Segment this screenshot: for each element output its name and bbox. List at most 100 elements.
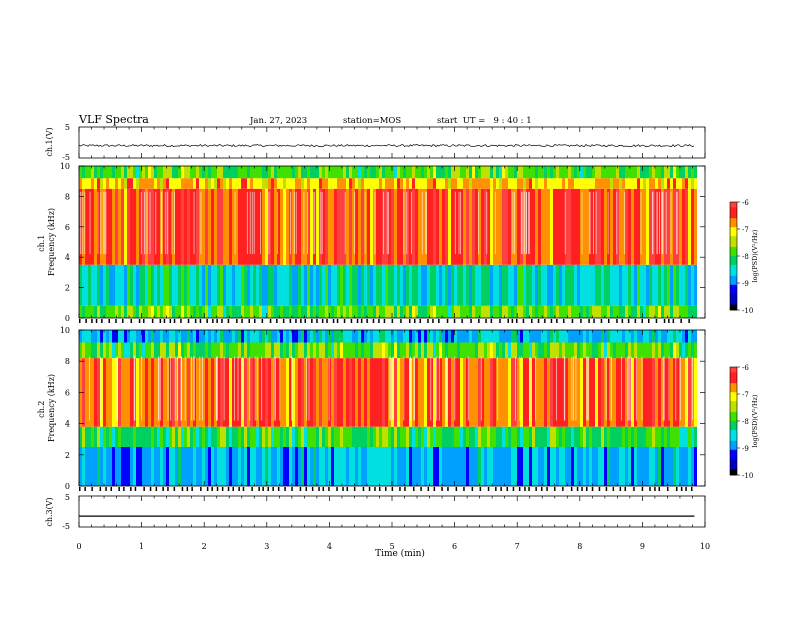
spectrogram-cell (361, 447, 364, 486)
spectrogram-cell (577, 264, 580, 306)
spectrogram-cell (625, 426, 628, 447)
spectrogram-cell (475, 166, 478, 179)
spectrogram-cell (271, 358, 274, 427)
spectrogram-cell (205, 188, 208, 265)
spectrogram-cell (292, 188, 295, 265)
baseline-mark (162, 487, 164, 491)
spectrogram-cell (295, 330, 298, 343)
spectrogram-cell (283, 330, 286, 343)
spectrogram-cell (508, 166, 511, 179)
spectrogram-cell (196, 426, 199, 447)
spectrogram-cell (532, 342, 535, 359)
spectrogram-streak (454, 356, 456, 421)
spectrogram-streak (321, 191, 323, 255)
spectrogram-cell (499, 358, 502, 427)
spectrogram-cell (505, 178, 508, 189)
spectrogram-cell (655, 447, 658, 486)
spectrogram-cell (130, 358, 133, 427)
spectrogram-cell (277, 305, 280, 318)
spectrogram-cell (568, 264, 571, 306)
spectrogram-cell (625, 342, 628, 359)
spectrogram-cell (301, 166, 304, 179)
spectrogram-cell (568, 166, 571, 179)
x-tick-label: 9 (640, 542, 645, 551)
spectrogram-cell (346, 305, 349, 318)
spectrogram-cell (448, 342, 451, 359)
spectrogram-cell (412, 305, 415, 318)
spectrogram-cell (358, 447, 361, 486)
spectrogram-cell (217, 342, 220, 359)
spectrogram-cell (694, 358, 697, 427)
spectrogram-cell (601, 305, 604, 318)
spectrogram-cell (178, 330, 181, 343)
spectrogram-cell (511, 342, 514, 359)
spectrogram-cell (664, 447, 667, 486)
spectrogram-streak (158, 356, 160, 421)
spectrogram-cell (355, 447, 358, 486)
spectrogram-cell (244, 178, 247, 189)
spectrogram-cell (100, 342, 103, 359)
spectrogram-cell (682, 178, 685, 189)
spectrogram-cell (250, 264, 253, 306)
spectrogram-cell (103, 178, 106, 189)
spectrogram-streak (268, 191, 270, 255)
spectrogram-cell (526, 447, 529, 486)
baseline-mark (511, 319, 514, 323)
spectrogram-streak (652, 191, 654, 255)
spectrogram-cell (436, 358, 439, 427)
y-tick-label: 10 (60, 162, 70, 171)
spectrogram-cell (118, 426, 121, 447)
spectrogram-cell (184, 166, 187, 179)
spectrogram-cell (682, 358, 685, 427)
spectrogram-streak (426, 191, 427, 255)
spectrogram-cell (394, 342, 397, 359)
spectrogram-cell (133, 264, 136, 306)
spectrogram-cell (280, 178, 283, 189)
spectrogram-cell (214, 342, 217, 359)
spectrogram-cell (382, 330, 385, 343)
spectrogram-cell (133, 426, 136, 447)
spectrogram-cell (172, 358, 175, 427)
spectrogram-cell (121, 188, 124, 265)
spectrogram-cell (601, 342, 604, 359)
baseline-mark (269, 319, 272, 323)
spectrogram-cell (658, 447, 661, 486)
spectrogram-cell (388, 330, 391, 343)
spectrogram-cell (391, 188, 394, 265)
spectrogram-cell (214, 166, 217, 179)
spectrogram-cell (460, 342, 463, 359)
spectrogram-cell (646, 264, 649, 306)
spectrogram-cell (460, 264, 463, 306)
spectrogram-cell (634, 426, 637, 447)
spectrogram-cell (238, 178, 241, 189)
colorbar-cell (730, 431, 737, 434)
spectrogram-cell (229, 330, 232, 343)
spectrogram-cell (556, 188, 559, 265)
colorbar-tick-label: -10 (742, 307, 753, 315)
spectrogram-cell (541, 447, 544, 486)
colorbar-cell (730, 261, 737, 264)
spectrogram-cell (358, 188, 361, 265)
spectrogram-cell (346, 426, 349, 447)
colorbar-cell (730, 230, 737, 233)
spectrogram-cell (610, 330, 613, 343)
colorbar-cell (730, 250, 737, 253)
spectrogram-cell (178, 305, 181, 318)
spectrogram-cell (277, 188, 280, 265)
spectrogram-cell (481, 305, 484, 318)
spectrogram-cell (670, 264, 673, 306)
spectrogram-cell (298, 447, 301, 486)
spectrogram-cell (151, 342, 154, 359)
spectrogram-cell (259, 305, 262, 318)
y-tick-label: 8 (65, 192, 70, 201)
spectrogram-cell (541, 342, 544, 359)
spectrogram-streak (100, 191, 102, 255)
spectrogram-cell (109, 188, 112, 265)
spectrogram-cell (673, 426, 676, 447)
baseline-mark (277, 487, 280, 491)
spectrogram-cell (148, 426, 151, 447)
spectrogram-cell (157, 264, 160, 306)
spectrogram-cell (616, 358, 619, 427)
spectrogram-cell (634, 342, 637, 359)
spectrogram-cell (97, 358, 100, 427)
